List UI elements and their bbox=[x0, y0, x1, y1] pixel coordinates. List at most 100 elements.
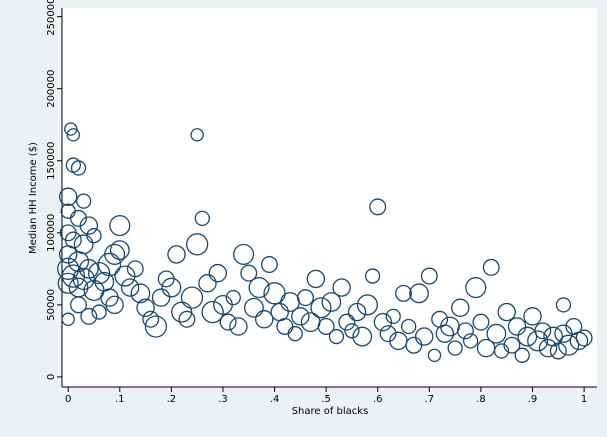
bubble bbox=[373, 312, 393, 332]
bubble bbox=[57, 272, 79, 294]
bubble bbox=[534, 322, 552, 340]
bubble bbox=[328, 328, 345, 345]
bubble bbox=[527, 330, 549, 352]
bubble bbox=[317, 317, 335, 335]
bubble bbox=[80, 307, 98, 325]
bubble bbox=[297, 289, 314, 307]
bubble bbox=[91, 304, 107, 320]
bubble bbox=[456, 322, 474, 340]
bubble bbox=[558, 334, 580, 356]
x-tick-label: .8 bbox=[476, 394, 486, 405]
bubble bbox=[395, 284, 413, 302]
bubble bbox=[401, 318, 417, 335]
bubble bbox=[356, 294, 378, 316]
bubble bbox=[465, 277, 487, 299]
bubble bbox=[79, 216, 99, 235]
bubble bbox=[233, 243, 255, 265]
y-tick-label: 150000 bbox=[46, 142, 57, 180]
bubble bbox=[105, 295, 124, 315]
x-tick-label: .7 bbox=[425, 394, 435, 405]
x-axis-title: Share of blacks bbox=[292, 406, 369, 417]
x-tick-label: .2 bbox=[167, 394, 177, 405]
bubble bbox=[229, 317, 248, 336]
bubble bbox=[503, 336, 521, 354]
bubble bbox=[321, 292, 342, 312]
bubble bbox=[369, 198, 387, 216]
bubble bbox=[70, 160, 87, 176]
bubble bbox=[208, 263, 228, 283]
bubble bbox=[66, 128, 81, 142]
bubble bbox=[180, 286, 204, 309]
bubble bbox=[575, 329, 593, 347]
bubble bbox=[142, 310, 160, 328]
bubble bbox=[248, 277, 270, 299]
x-tick-label: .3 bbox=[218, 394, 228, 405]
bubble bbox=[70, 209, 87, 227]
bubble bbox=[523, 307, 542, 326]
bubble bbox=[260, 256, 278, 273]
bubble bbox=[151, 288, 171, 307]
bubble bbox=[130, 283, 151, 304]
bubble bbox=[287, 326, 303, 342]
bubble bbox=[136, 298, 155, 317]
bubble bbox=[86, 228, 102, 244]
bubble bbox=[338, 313, 356, 331]
bubble bbox=[57, 257, 80, 280]
x-tick-label: .6 bbox=[373, 394, 383, 405]
bubble bbox=[482, 258, 500, 276]
bubble bbox=[78, 258, 99, 279]
x-tick-label: 1 bbox=[581, 394, 587, 405]
bubble bbox=[76, 193, 92, 209]
bubble bbox=[225, 290, 241, 306]
bubble bbox=[555, 297, 572, 313]
x-tick-label: .9 bbox=[528, 394, 538, 405]
bubble bbox=[190, 128, 204, 142]
bubble bbox=[517, 326, 538, 347]
bubble bbox=[538, 338, 558, 358]
bubble bbox=[462, 333, 479, 349]
bubble bbox=[332, 278, 351, 297]
bubble bbox=[414, 327, 434, 346]
bubble bbox=[186, 233, 209, 256]
bubble bbox=[310, 297, 332, 319]
bubble bbox=[486, 323, 507, 344]
bubble bbox=[420, 267, 438, 285]
bubble bbox=[201, 300, 224, 324]
bubble bbox=[198, 274, 217, 293]
bubble bbox=[109, 215, 131, 237]
y-tick-label: 200000 bbox=[46, 70, 57, 108]
x-tick-label: .4 bbox=[270, 394, 280, 405]
bubble bbox=[364, 268, 381, 284]
bubble bbox=[126, 260, 144, 278]
bubble bbox=[58, 187, 78, 207]
bubble bbox=[306, 269, 326, 289]
bubble bbox=[385, 308, 401, 325]
bubble bbox=[104, 243, 126, 265]
bubble bbox=[514, 347, 530, 363]
bubble bbox=[178, 310, 196, 328]
bubble bbox=[240, 264, 258, 282]
bubble bbox=[61, 312, 75, 326]
bubble bbox=[171, 301, 193, 323]
bubble bbox=[144, 315, 168, 338]
y-tick-label: 100000 bbox=[46, 214, 57, 252]
bubble bbox=[344, 323, 360, 339]
bubble bbox=[497, 302, 516, 322]
y-tick-label: 50000 bbox=[46, 289, 57, 321]
bubble bbox=[427, 348, 442, 363]
y-tick-label: 250000 bbox=[46, 0, 57, 36]
plot-region bbox=[62, 8, 597, 387]
bubble bbox=[493, 343, 510, 359]
bubble bbox=[472, 313, 490, 331]
bubble bbox=[97, 252, 122, 277]
x-tick-label: .1 bbox=[115, 394, 125, 405]
bubble bbox=[194, 210, 210, 227]
y-tick-label: 0 bbox=[46, 374, 57, 380]
bubble bbox=[451, 298, 470, 317]
bubble bbox=[507, 317, 527, 336]
bubble bbox=[161, 277, 182, 298]
bubble bbox=[120, 278, 140, 297]
bubble bbox=[70, 296, 87, 314]
bubble bbox=[167, 245, 186, 264]
